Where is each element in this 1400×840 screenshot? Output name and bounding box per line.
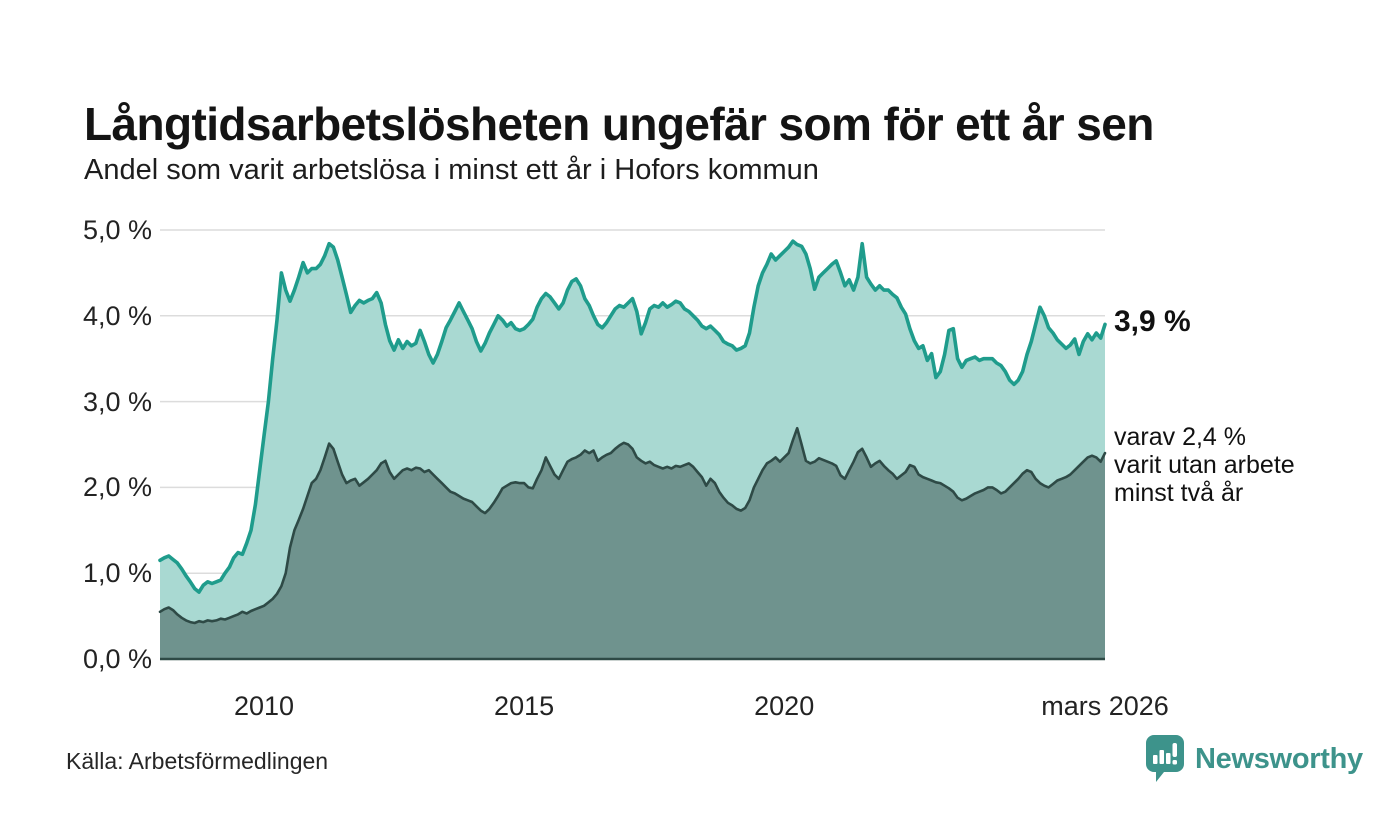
- annotation-two-year-line-3: minst två år: [1114, 479, 1244, 507]
- y-tick-label: 0,0 %: [82, 644, 152, 674]
- annotation-two-year-line-2: varit utan arbete: [1114, 451, 1295, 479]
- line-at-least-two-years: [158, 426, 1107, 625]
- x-tick-label: 2015: [494, 691, 555, 721]
- y-axis: 0,0 % 1,0 % 2,0 % 3,0 % 4,0 % 5,0 %: [40, 0, 152, 700]
- x-axis: 2010 2015 2020 mars 2026: [0, 691, 1400, 731]
- annotation-latest-total: 3,9 %: [1114, 305, 1191, 338]
- logo-bubble: [1146, 735, 1184, 782]
- line-at-least-one-year: [158, 239, 1107, 594]
- y-tick-label: 5,0 %: [82, 215, 152, 245]
- y-tick-label: 1,0 %: [82, 558, 152, 589]
- newsworthy-logo: Newsworthy: [1146, 735, 1363, 783]
- logo-bar-2: [1159, 750, 1164, 764]
- x-tick-label: mars 2026: [1041, 691, 1169, 721]
- source-note: Källa: Arbetsförmedlingen: [66, 748, 329, 774]
- y-tick-label: 2,0 %: [82, 472, 152, 503]
- x-tick-label: 2010: [233, 691, 295, 721]
- logo-exclamation-dot: [1172, 760, 1177, 765]
- chart-title: Långtidsarbetslösheten ungefär som för e…: [84, 97, 1154, 150]
- annotation-two-year: varav 2,4 % varit utan arbete minst två …: [1114, 423, 1295, 507]
- area-at-least-two-years: [160, 428, 1105, 659]
- y-tick-label: 4,0 %: [82, 300, 152, 331]
- chart-subtitle: Andel som varit arbetslösa i minst ett å…: [84, 154, 819, 186]
- newsworthy-logo-text: Newsworthy: [1195, 742, 1363, 775]
- logo-bar-1: [1153, 755, 1158, 764]
- logo-bar-3: [1166, 753, 1171, 764]
- logo-exclamation-bar: [1172, 743, 1177, 757]
- x-tick-label: 2020: [754, 691, 815, 721]
- annotation-two-year-line-1: varav 2,4 %: [1114, 423, 1247, 451]
- newsworthy-logo-icon: [1146, 735, 1184, 782]
- y-tick-label: 3,0 %: [82, 386, 152, 417]
